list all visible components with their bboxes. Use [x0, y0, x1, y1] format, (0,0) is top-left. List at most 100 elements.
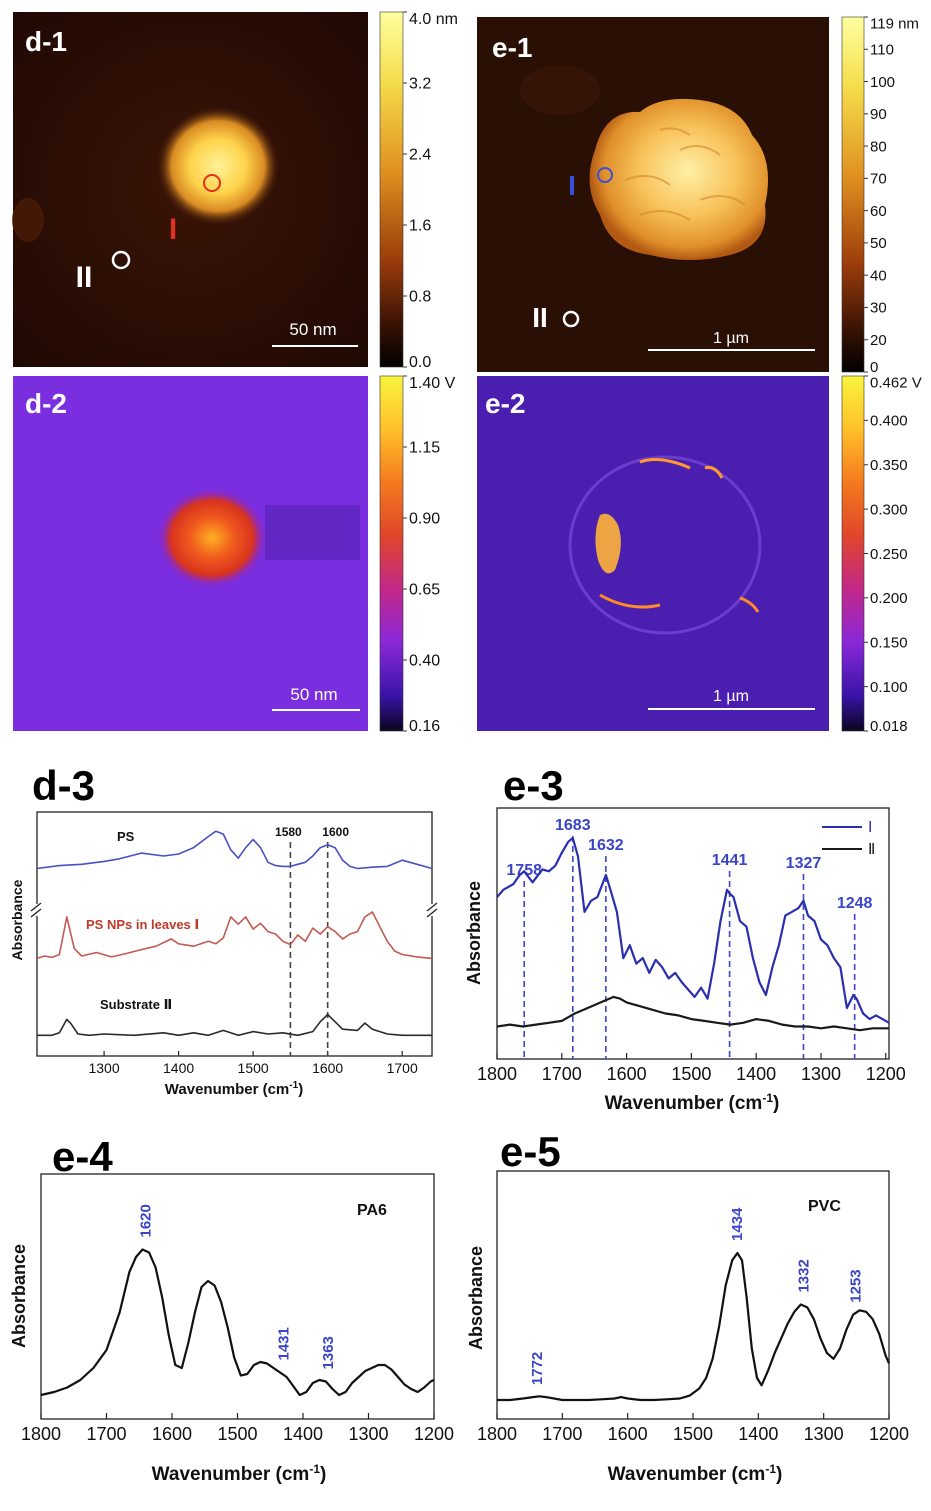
- d1-background-feature: [12, 198, 44, 242]
- e3-x-tick-label: 1600: [607, 1064, 647, 1084]
- d3-plot-frame: [36, 811, 433, 1057]
- e5-x-tick-label: 1800: [477, 1424, 517, 1444]
- e2-signal-map: [477, 376, 829, 731]
- d3-x-tick-label: 1700: [387, 1060, 418, 1076]
- e3-legend-label-I: Ⅰ: [868, 819, 872, 836]
- d2-colorbar-tick-label: 0.40: [409, 653, 440, 670]
- e5-x-tick-label: 1200: [869, 1424, 909, 1444]
- e4-x-tick-label: 1200: [414, 1424, 454, 1444]
- panel-d1: I II d-1 50 nm 4.0 nm 3.2 2.4 1.6 0.8 0.0: [12, 11, 458, 371]
- e2-hotspot-left: [595, 513, 621, 574]
- d2-colorbar: 1.40 V 1.15 0.90 0.65 0.40 0.16: [379, 375, 456, 735]
- d3-axis-break-right-gap: [428, 904, 437, 916]
- d2-nanoparticle-signal: [157, 488, 267, 588]
- e1-background-texture: [520, 65, 600, 115]
- d3-x-axis-label-close: ): [298, 1081, 303, 1098]
- e3-series-0: [496, 836, 890, 1024]
- e5-peak-label: 1434: [729, 1207, 746, 1241]
- panel-d2: d-2 50 nm 1.40 V 1.15 0.90 0.65 0.40 0.16: [13, 375, 456, 735]
- e4-y-axis-label: Absorbance: [9, 1244, 29, 1348]
- panel-e4: e-4 PA6 Absorbance Wavenumber (cm-1) 180…: [9, 1133, 454, 1485]
- d3-x-tick-label: 1300: [88, 1060, 119, 1076]
- panel-e1: I II e-1 1 µm 119 nm 110 100 90 80 70 60 50 40 30…: [477, 15, 919, 376]
- e4-x-axis-label-exponent: -1: [309, 1462, 320, 1476]
- e4-series-0: [40, 1248, 435, 1397]
- e3-reference-label: 1248: [837, 895, 873, 912]
- e5-x-tick-label: 1400: [738, 1424, 778, 1444]
- e4-x-tick-label: 1500: [217, 1424, 257, 1444]
- e2-panel-label: e-2: [485, 388, 525, 419]
- d1-colorbar-tick-label: 4.0 nm: [409, 11, 458, 28]
- d3-series-2: [37, 1013, 432, 1037]
- e5-peak-label: 1332: [796, 1259, 813, 1292]
- e2-colorbar-tick-label: 0.250: [870, 546, 908, 563]
- d2-colorbar-tick-label: 0.16: [409, 718, 440, 735]
- d1-panel-label: d-1: [25, 26, 67, 57]
- e1-colorbar-tick-label: 60: [870, 203, 887, 220]
- e1-colorbar-tick-label: 119 nm: [870, 15, 919, 32]
- d3-series-label-substrate: Substrate Ⅱ: [100, 997, 172, 1012]
- e5-panel-label: e-5: [500, 1128, 561, 1175]
- d2-colorbar-tick-label: 1.15: [409, 440, 440, 457]
- e4-x-tick-label: 1400: [283, 1424, 323, 1444]
- e3-x-tick-label: 1500: [671, 1064, 711, 1084]
- d3-axis-break-left-mark-top: [30, 902, 42, 912]
- e3-x-axis-label-text: Wavenumber (cm: [605, 1093, 763, 1114]
- e1-colorbar-tick-label: 100: [870, 74, 895, 91]
- e5-x-tick-label: 1700: [542, 1424, 582, 1444]
- d3-series-label-ps: PS: [117, 829, 135, 844]
- e3-legend-label-II: Ⅱ: [868, 841, 875, 858]
- panel-d3: d-3 PS PS NPs in leaves Ⅰ Substrate Ⅱ Ab…: [9, 762, 438, 1098]
- d3-panel-label: d-3: [32, 762, 95, 809]
- e2-hotspot-bottom-right: [739, 596, 760, 613]
- e3-x-tick-label: 1800: [477, 1064, 517, 1084]
- e5-x-tick-label: 1600: [608, 1424, 648, 1444]
- e1-marker-circle-I: [597, 167, 613, 183]
- d3-axis-break-left-mark-bottom: [30, 908, 42, 918]
- e1-marker-label-I: I: [568, 170, 576, 201]
- e4-peak-label: 1363: [320, 1336, 337, 1369]
- e4-x-tick-label: 1800: [21, 1424, 61, 1444]
- e2-colorbar-tick-label: 0.400: [870, 413, 908, 430]
- e1-colorbar-tick-label: 70: [870, 171, 887, 188]
- e3-series-1: [496, 995, 889, 1032]
- e3-plot-area: 1800 1700 1600 1500 1400 1300 1200175816831632…: [477, 817, 906, 1084]
- e4-x-tick-label: 1600: [152, 1424, 192, 1444]
- d1-marker-circle-II: [111, 250, 131, 270]
- e4-sample-label: PA6: [357, 1202, 387, 1219]
- e5-peak-label: 1772: [529, 1352, 546, 1385]
- e5-x-tick-label: 1300: [804, 1424, 844, 1444]
- e1-colorbar-scale: [841, 16, 865, 373]
- e2-hotspot-bottom: [599, 593, 661, 609]
- d2-colorbar-tick-label: 0.90: [409, 511, 440, 528]
- e3-x-tick-label: 1200: [866, 1064, 906, 1084]
- e2-colorbar-scale: [841, 375, 865, 732]
- d1-colorbar: 4.0 nm 3.2 2.4 1.6 0.8 0.0: [379, 11, 458, 371]
- e1-colorbar: 119 nm 110 100 90 80 70 60 50 40 30 20 0: [841, 15, 919, 376]
- e5-x-axis-label-close: ): [776, 1464, 782, 1485]
- e2-scalebar-label: 1 µm: [713, 688, 749, 705]
- d3-x-axis-label-text: Wavenumber (cm: [165, 1081, 289, 1098]
- d2-scalebar-label: 50 nm: [290, 685, 337, 704]
- d1-marker-label-I: I: [169, 213, 177, 246]
- e3-y-axis-label: Absorbance: [464, 881, 484, 985]
- e5-plot-area: 1800 1700 1600 1500 1400 1300 1200 1772 1434 1332…: [477, 1207, 909, 1444]
- e4-peak-label: 1620: [138, 1204, 155, 1237]
- d3-series-label-leaves: PS NPs in leaves Ⅰ: [86, 917, 199, 932]
- panel-e3: e-3 Ⅰ Ⅱ Absorbance Wavenumber (cm-1) 180…: [464, 762, 906, 1114]
- e1-colorbar-tick-label: 0: [870, 359, 878, 376]
- e1-colorbar-tick-label: 80: [870, 138, 887, 155]
- d1-scalebar-label: 50 nm: [289, 320, 336, 339]
- d3-x-axis-label-exponent: -1: [289, 1080, 298, 1091]
- e3-reference-label: 1327: [786, 855, 822, 872]
- e5-sample-label: PVC: [808, 1198, 841, 1215]
- d1-colorbar-tick-label: 0.0: [409, 354, 431, 371]
- e3-plot-frame: [496, 807, 890, 1060]
- d1-marker-label-II: II: [76, 261, 93, 294]
- e2-colorbar-tick-label: 0.350: [870, 457, 908, 474]
- e5-series-0: [497, 1251, 891, 1402]
- d2-colorbar-scale: [379, 375, 404, 732]
- e2-colorbar-tick-label: 0.300: [870, 501, 908, 518]
- e3-x-tick-label: 1400: [736, 1064, 776, 1084]
